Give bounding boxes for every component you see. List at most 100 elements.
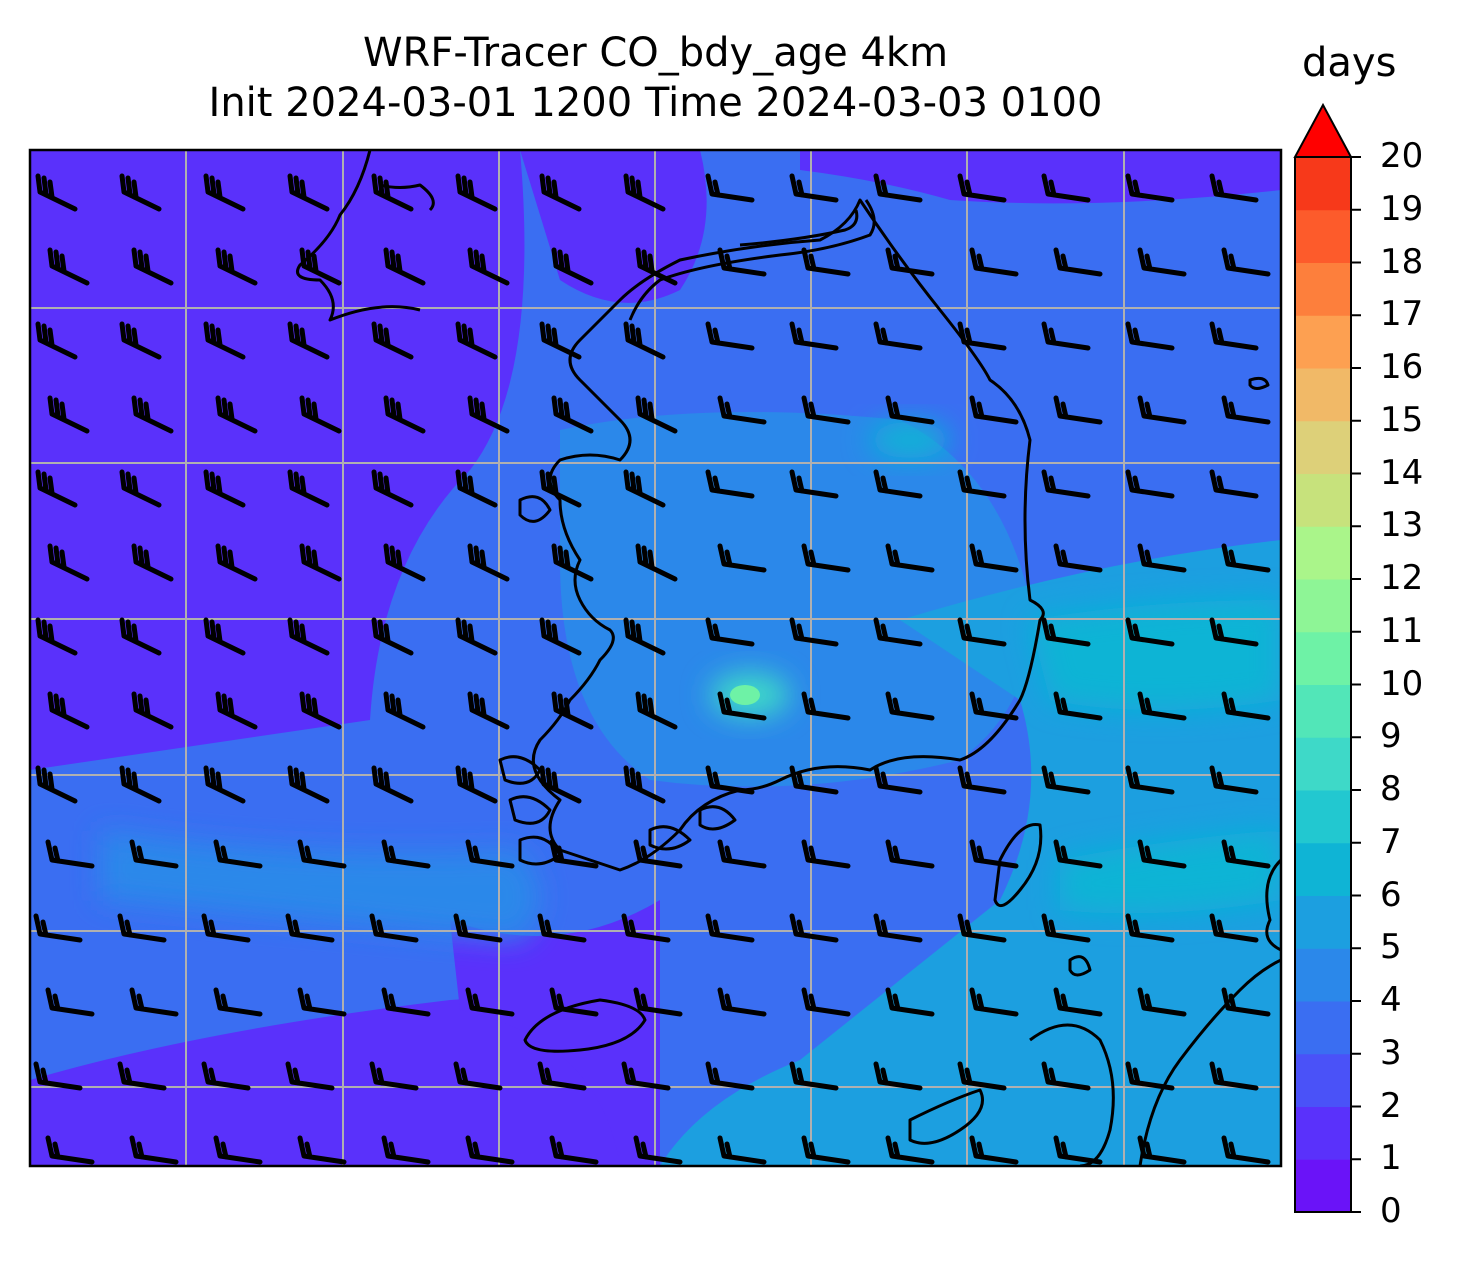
wind-barb — [47, 395, 90, 434]
wind-barb — [1221, 691, 1271, 721]
colorbar-tick-label: 11 — [1380, 610, 1424, 651]
wind-barb — [299, 247, 342, 286]
wind-barb — [1209, 321, 1259, 351]
wind-barbs — [33, 173, 1271, 1165]
map-title: WRF-Tracer CO_bdy_age 4km Init 2024-03-0… — [30, 28, 1281, 128]
colorbar-segment — [1295, 684, 1351, 738]
wind-barb — [801, 247, 851, 277]
wind-barb — [1125, 617, 1175, 647]
title-line-1: WRF-Tracer CO_bdy_age 4km — [362, 30, 949, 76]
wind-barb — [717, 543, 767, 573]
wind-barb — [1221, 543, 1271, 573]
colorbar-segment — [1295, 315, 1351, 369]
wind-barb — [873, 765, 923, 795]
wind-barb — [717, 247, 767, 277]
wind-barb — [1137, 543, 1187, 573]
wind-barb — [635, 543, 678, 582]
wind-barb — [1137, 247, 1187, 277]
wind-barb — [633, 1135, 683, 1165]
wind-barb — [1125, 469, 1175, 499]
wind-barb — [789, 617, 839, 647]
wind-barb — [287, 617, 330, 656]
wind-barb — [201, 913, 251, 943]
wind-barb — [465, 987, 515, 1017]
wind-barb — [537, 1061, 587, 1091]
wind-barb — [119, 617, 162, 656]
wind-barb — [873, 469, 923, 499]
wind-barb — [1137, 395, 1187, 425]
colorbar-tick-label: 7 — [1380, 821, 1402, 862]
wind-barb — [129, 839, 179, 869]
wind-barb — [213, 839, 263, 869]
wind-barb — [45, 987, 95, 1017]
wind-barb — [537, 913, 587, 943]
wind-barb — [789, 1061, 839, 1091]
wind-barb — [371, 765, 414, 804]
wind-barb — [623, 469, 666, 508]
wind-barb — [551, 395, 594, 434]
wind-barb — [957, 1061, 1007, 1091]
wind-barb — [885, 247, 935, 277]
colorbar-tick-label: 18 — [1380, 241, 1424, 282]
colorbar-tick-label: 12 — [1380, 558, 1424, 598]
wind-barb — [285, 1061, 335, 1091]
wind-barb — [465, 1135, 515, 1165]
wind-barb — [297, 1135, 347, 1165]
wind-barb — [969, 1135, 1019, 1165]
wind-barb — [35, 617, 78, 656]
wind-barb — [705, 173, 755, 203]
wind-barb — [957, 321, 1007, 351]
wind-barb — [371, 321, 414, 360]
wind-barb — [1053, 543, 1103, 573]
colorbar-segment — [1295, 526, 1351, 580]
colorbar-segment — [1295, 473, 1351, 527]
wind-barb — [551, 247, 594, 286]
wind-barb — [549, 839, 599, 869]
wind-barb — [467, 543, 510, 582]
wind-barb — [801, 1135, 851, 1165]
colorbar-segment — [1295, 420, 1351, 474]
wind-barb — [453, 1061, 503, 1091]
wind-barb — [1209, 913, 1259, 943]
wind-barb — [33, 913, 83, 943]
wind-barb — [203, 617, 246, 656]
wind-barb — [801, 691, 851, 721]
wind-barb — [789, 469, 839, 499]
wind-barb — [705, 469, 755, 499]
wind-barb — [969, 395, 1019, 425]
wind-barb — [957, 173, 1007, 203]
wind-barb — [885, 543, 935, 573]
wind-barb — [215, 543, 258, 582]
wind-barb — [705, 1061, 755, 1091]
wind-barb — [455, 617, 498, 656]
wind-barb — [1137, 987, 1187, 1017]
wind-barb — [47, 543, 90, 582]
wind-barb — [1209, 469, 1259, 499]
colorbar-tick-label: 15 — [1380, 399, 1424, 440]
coastlines — [296, 150, 1281, 1166]
wind-barb — [203, 469, 246, 508]
wind-barb — [705, 913, 755, 943]
wind-barb — [635, 395, 678, 434]
wind-barb — [467, 395, 510, 434]
wind-barb — [131, 543, 174, 582]
colorbar-tick-label: 17 — [1380, 294, 1424, 335]
wind-barb — [1125, 765, 1175, 795]
wind-barb — [371, 173, 414, 212]
wind-barb — [1125, 173, 1175, 203]
colorbar-segment — [1295, 157, 1351, 211]
wind-barb — [1041, 321, 1091, 351]
wind-barb — [873, 617, 923, 647]
wind-barb — [285, 913, 335, 943]
wind-barb — [969, 691, 1019, 721]
colorbar-tick-label: 14 — [1380, 452, 1424, 493]
wind-barb — [1125, 321, 1175, 351]
colorbar-segment — [1295, 1159, 1351, 1213]
wind-barb — [885, 1135, 935, 1165]
wind-barb — [635, 247, 678, 286]
colorbar-tick-label: 4 — [1380, 980, 1402, 1020]
colorbar-segment — [1295, 368, 1351, 422]
colorbar-tick-label: 10 — [1380, 663, 1424, 704]
wind-barb — [789, 913, 839, 943]
wind-barb — [1209, 173, 1259, 203]
